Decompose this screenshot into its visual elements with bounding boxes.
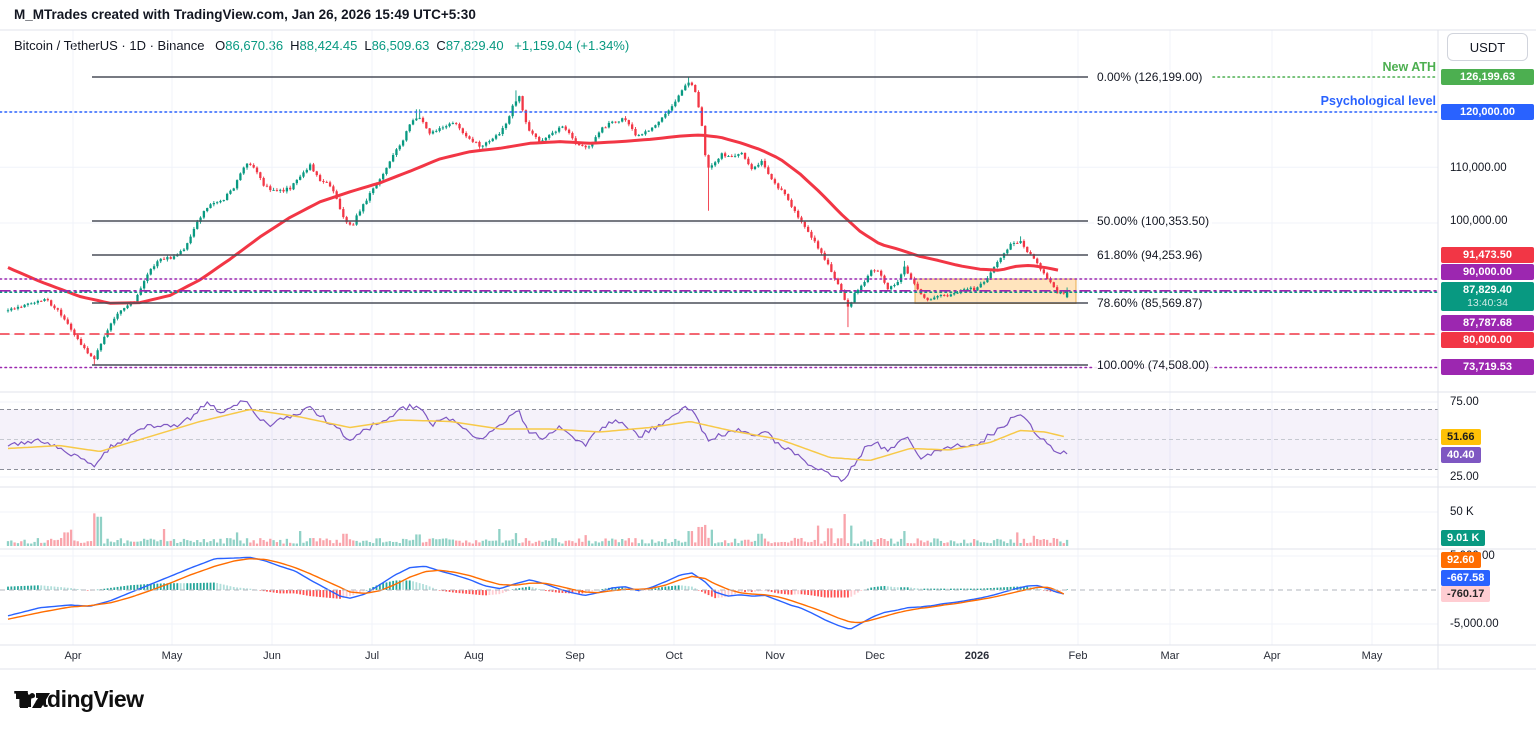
- price-axis-badge: -760.17: [1441, 586, 1491, 602]
- time-axis-label: Sep: [565, 650, 585, 662]
- fib-level-label[interactable]: 50.00% (100,353.50): [1094, 214, 1213, 228]
- volume-layer: [6, 513, 1069, 546]
- time-axis-label: Aug: [464, 650, 484, 662]
- fib-level-label[interactable]: 78.60% (85,569.87): [1094, 296, 1206, 310]
- ohlc-value: 87,829.40: [445, 38, 504, 53]
- ohlc-value: 88,424.45: [299, 38, 358, 53]
- time-axis-label: Nov: [765, 650, 785, 662]
- time-axis-label: Apr: [1263, 650, 1281, 662]
- ohlc-value: 86,509.63: [371, 38, 430, 53]
- price-axis-badge: 80,000.00: [1441, 332, 1534, 348]
- pane-frame: [0, 29, 1536, 670]
- tradingview-logo-icon: [16, 693, 50, 708]
- price-axis-label: 25.00: [1450, 471, 1479, 483]
- price-axis-badge: 91,473.50: [1441, 247, 1534, 263]
- time-axis-label: Oct: [665, 650, 683, 662]
- ohlc-label: C: [436, 38, 446, 53]
- psychological-level-label: Psychological level: [1320, 94, 1436, 108]
- time-axis-label: Apr: [64, 650, 82, 662]
- price-axis-label: -5,000.00: [1450, 618, 1499, 630]
- price-axis-badge: 40.40: [1441, 447, 1481, 463]
- time-axis-label: May: [1361, 650, 1383, 662]
- time-axis-label: Jul: [364, 650, 380, 662]
- price-axis-label: 110,000.00: [1450, 162, 1507, 174]
- price-axis-label: 100,000.00: [1450, 215, 1508, 227]
- time-axis-label: 2026: [964, 650, 990, 662]
- price-change: +1,159.04 (+1.34%): [514, 38, 630, 53]
- countdown-timer: 13:40:34: [1467, 296, 1508, 309]
- ohlc-label: O: [215, 38, 226, 53]
- ohlc-label: H: [290, 38, 300, 53]
- rsi-band: [0, 409, 1438, 470]
- currency-toggle-button[interactable]: USDT: [1447, 33, 1528, 61]
- price-axis-badge: 87,829.40 13:40:34: [1441, 282, 1534, 311]
- time-axis-label: Mar: [1160, 650, 1180, 662]
- price-axis-badge: 90,000.00: [1441, 264, 1534, 280]
- symbol-title[interactable]: Bitcoin / TetherUS · 1D · Binance: [14, 38, 205, 53]
- rsi-lines-layer: [7, 400, 1068, 483]
- fib-level-label[interactable]: 0.00% (126,199.00): [1094, 70, 1206, 84]
- attribution-text: M_MTrades created with TradingView.com, …: [14, 7, 476, 22]
- macd-lines-layer: [0, 556, 1438, 630]
- price-axis-badge: 51.66: [1441, 429, 1481, 445]
- price-axis-label: 75.00: [1450, 396, 1479, 408]
- time-axis-label: Jun: [263, 650, 281, 662]
- price-axis-badge: 120,000.00: [1441, 104, 1534, 120]
- price-axis-badge: -667.58: [1441, 570, 1491, 586]
- level-lines-layer: [0, 76, 1439, 369]
- fib-level-label[interactable]: 100.00% (74,508.00): [1094, 358, 1213, 372]
- price-axis-badge: 92.60: [1441, 552, 1481, 568]
- ma-line[interactable]: [7, 133, 1059, 305]
- new-ath-label: New ATH: [1382, 60, 1436, 74]
- price-axis-badge: 9.01 K: [1441, 530, 1486, 546]
- tradingview-logo[interactable]: TradingView: [14, 686, 144, 713]
- price-axis-label: 50 K: [1450, 506, 1474, 518]
- ohlc-value: 86,670.36: [225, 38, 284, 53]
- time-axis-label: Dec: [865, 650, 885, 662]
- fib-level-label[interactable]: 61.80% (94,253.96): [1094, 248, 1206, 262]
- ohlc-label: L: [364, 38, 372, 53]
- gridlines-layer: [0, 30, 1438, 645]
- time-axis-label: May: [161, 650, 183, 662]
- time-axis-label: Feb: [1068, 650, 1088, 662]
- ohlc-values: O86,670.36 H88,424.45 L86,509.63 C87,829.40: [208, 38, 504, 53]
- price-axis-badge: 73,719.53: [1441, 359, 1534, 375]
- price-axis-badge: 126,199.63: [1441, 69, 1534, 85]
- symbol-info-row[interactable]: Bitcoin / TetherUS · 1D · Binance O86,67…: [14, 38, 629, 53]
- price-axis-badge: 87,787.68: [1441, 315, 1534, 331]
